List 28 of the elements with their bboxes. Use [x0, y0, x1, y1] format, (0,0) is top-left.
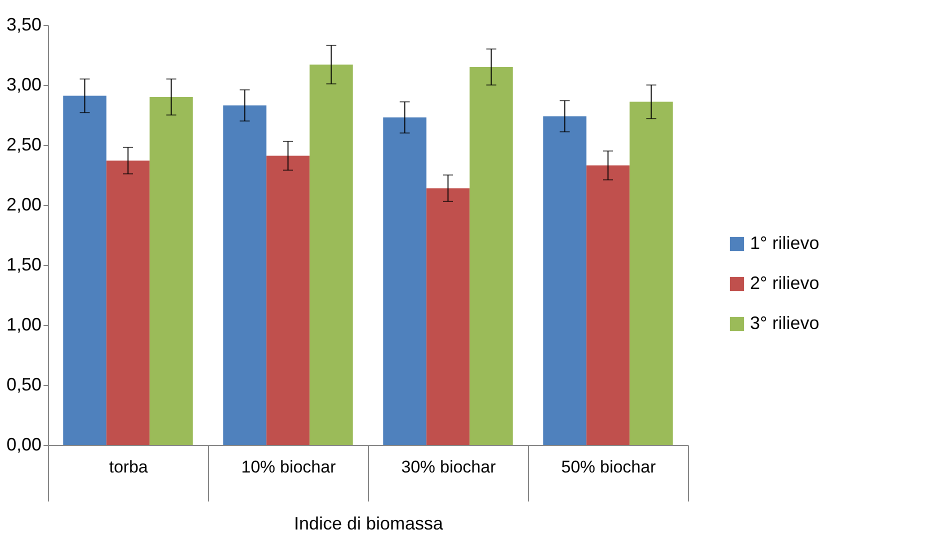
bar	[470, 67, 513, 445]
x-tick-label: torba	[109, 458, 148, 476]
y-tick-label: 3,00	[6, 74, 42, 94]
x-tick-label: 50% biochar	[561, 458, 656, 476]
y-tick-label: 3,50	[6, 14, 42, 34]
bar	[310, 64, 353, 445]
bar	[223, 105, 266, 445]
x-axis-title: Indice di biomassa	[294, 514, 444, 534]
bar	[266, 156, 310, 445]
x-tick-label: 30% biochar	[401, 458, 496, 476]
legend-label: 1° rilievo	[750, 233, 820, 253]
legend-label: 3° rilievo	[750, 313, 820, 333]
y-tick-label: 1,00	[6, 314, 42, 334]
y-tick-label: 0,00	[6, 434, 42, 454]
bar	[150, 97, 193, 445]
y-tick-label: 2,00	[6, 194, 42, 214]
y-tick-label: 0,50	[6, 374, 42, 394]
legend-label: 2° rilievo	[750, 273, 820, 293]
bar	[426, 188, 470, 445]
bar	[630, 102, 673, 445]
bar	[63, 96, 106, 445]
bar	[383, 117, 426, 445]
y-tick-label: 2,50	[6, 134, 42, 154]
bar	[586, 165, 630, 445]
y-tick-label: 1,50	[6, 254, 42, 274]
x-tick-label: 10% biochar	[241, 458, 336, 476]
bar	[543, 116, 586, 445]
bar	[106, 160, 150, 445]
